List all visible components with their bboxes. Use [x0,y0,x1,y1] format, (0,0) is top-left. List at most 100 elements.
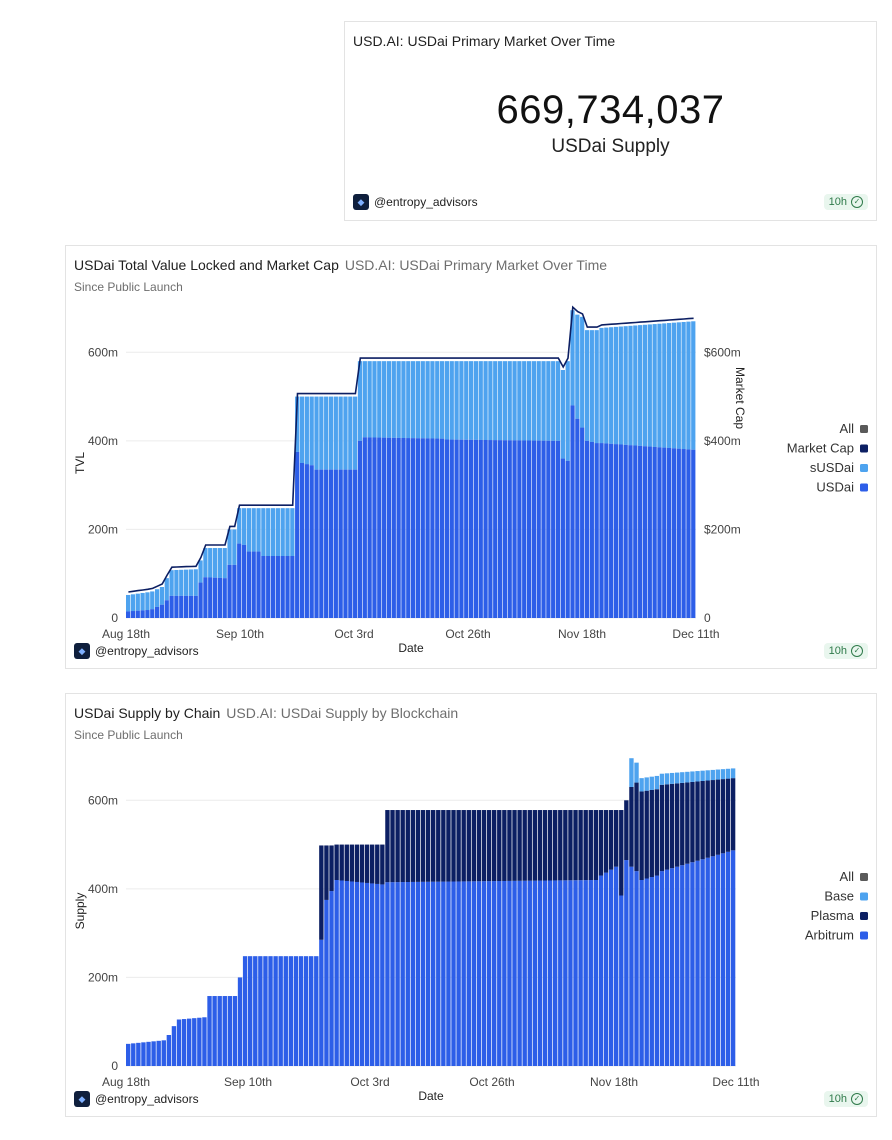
chain-bar-plasma [710,780,715,857]
tvl-bar-susdai [415,361,421,439]
chain-bar-arbitrum [197,1017,202,1066]
tvl-bar-usdai [468,439,474,618]
author-link[interactable]: ◆ @entropy_advisors [353,194,478,210]
tvl-bar-usdai [164,600,169,618]
chain-bar-base [680,772,685,783]
chain-bar-arbitrum [324,899,329,1066]
chain-bar-arbitrum [629,866,634,1066]
chain-bar-arbitrum [542,880,548,1066]
tvl-bar-usdai [551,440,556,618]
y-right-axis-label: Market Cap [733,367,747,429]
author-name: @entropy_advisors [95,644,199,658]
chain-bar-plasma [547,810,553,881]
chain-bar-plasma [420,810,426,882]
tvl-bar-susdai [299,396,305,463]
legend-swatch [860,892,868,901]
author-link[interactable]: ◆ @entropy_advisors [74,643,199,659]
tvl-bar-susdai [328,396,334,470]
chain-bar-arbitrum [425,881,431,1066]
tvl-bar-susdai [691,321,696,450]
tvl-chart-card: USDai Total Value Locked and Market Cap U… [65,245,877,669]
chain-bar-plasma [542,810,548,881]
chain-bar-arbitrum [598,875,604,1066]
tvl-bar-usdai [609,443,614,618]
chain-bar-arbitrum [166,1035,172,1066]
tvl-bar-usdai [348,469,353,618]
tvl-bar-usdai [188,595,194,618]
tvl-bar-usdai [483,439,488,618]
tvl-bar-usdai [246,551,251,618]
tvl-bar-usdai [285,556,290,618]
tvl-bar-usdai [367,437,372,618]
tvl-bar-susdai [449,361,454,440]
refresh-badge[interactable]: 10h ✓ [823,1091,868,1107]
refresh-age: 10h [828,196,847,208]
tvl-bar-usdai [584,440,590,618]
chain-bar-base [659,773,665,785]
chain-bar-plasma [334,844,339,880]
tvl-bar-susdai [295,396,300,452]
tvl-bar-susdai [454,361,459,440]
tvl-bar-susdai [642,324,648,447]
tvl-bar-susdai [227,529,232,565]
chain-bar-arbitrum [639,880,644,1066]
author-link[interactable]: ◆ @entropy_advisors [74,1091,199,1107]
tvl-bar-susdai [671,322,677,449]
tvl-bar-usdai [179,595,184,618]
tvl-bar-susdai [270,508,276,556]
chain-bar-plasma [395,810,400,883]
chain-bar-plasma [730,778,736,851]
author-avatar-icon: ◆ [74,643,90,659]
chain-bar-arbitrum [573,880,578,1066]
tvl-bar-usdai [512,440,517,618]
tvl-bar-usdai [135,610,140,618]
x-tick-label: Oct 3rd [350,1075,389,1089]
tvl-bar-usdai [140,610,145,618]
chain-bar-arbitrum [497,881,502,1066]
refresh-badge[interactable]: 10h ✓ [823,194,868,210]
tvl-bar-usdai [657,447,662,618]
tvl-bar-usdai [671,448,677,618]
tvl-bar-susdai [526,361,532,441]
tvl-bar-susdai [246,508,251,552]
tvl-bar-usdai [522,440,527,618]
chain-bar-plasma [659,784,665,872]
chain-bar-arbitrum [522,880,527,1066]
tvl-bar-susdai [338,396,343,470]
tvl-bar-susdai [169,570,174,596]
tvl-bar-usdai [676,448,681,618]
tvl-bar-usdai [613,444,619,618]
tvl-bar-usdai [411,438,416,618]
tvl-bar-usdai [266,556,271,618]
chain-bar-arbitrum [390,882,395,1066]
chain-bar-arbitrum [705,857,710,1066]
tvl-bar-susdai [589,330,594,442]
chain-bar-arbitrum [537,880,543,1066]
tvl-bar-susdai [183,569,189,596]
tvl-bar-susdai [657,323,662,448]
tvl-bar-usdai [531,440,536,618]
tvl-bar-susdai [638,325,643,446]
chain-bar-plasma [603,810,609,873]
tvl-bar-susdai [237,508,242,544]
chain-bar-base [639,778,644,792]
tvl-bar-susdai [357,361,363,441]
chain-bar-plasma [339,844,344,881]
y-tick-label: 400m [88,434,118,448]
tvl-bar-susdai [198,560,203,583]
chain-bar-arbitrum [303,956,309,1066]
tvl-bar-susdai [241,508,247,545]
chain-bar-base [705,770,710,781]
check-circle-icon: ✓ [851,196,863,208]
tvl-bar-usdai [261,556,266,618]
chain-bar-arbitrum [690,862,695,1066]
tvl-bar-susdai [531,361,536,441]
chain-bar-plasma [690,781,695,863]
chain-chart[interactable]: 0 200m 400m 600m Aug 18th Sep 10th Oct 3rd Oct … [66,744,876,1114]
tvl-bar-usdai [560,458,565,618]
chain-bar-arbitrum [141,1042,146,1066]
chain-bar-arbitrum [619,895,624,1066]
tvl-chart[interactable]: 0 0 200m $200m 400m $400m 600m $600m Aug 18th Sep… [66,296,876,666]
refresh-badge[interactable]: 10h ✓ [823,643,868,659]
legend-label: Arbitrum [805,928,854,943]
